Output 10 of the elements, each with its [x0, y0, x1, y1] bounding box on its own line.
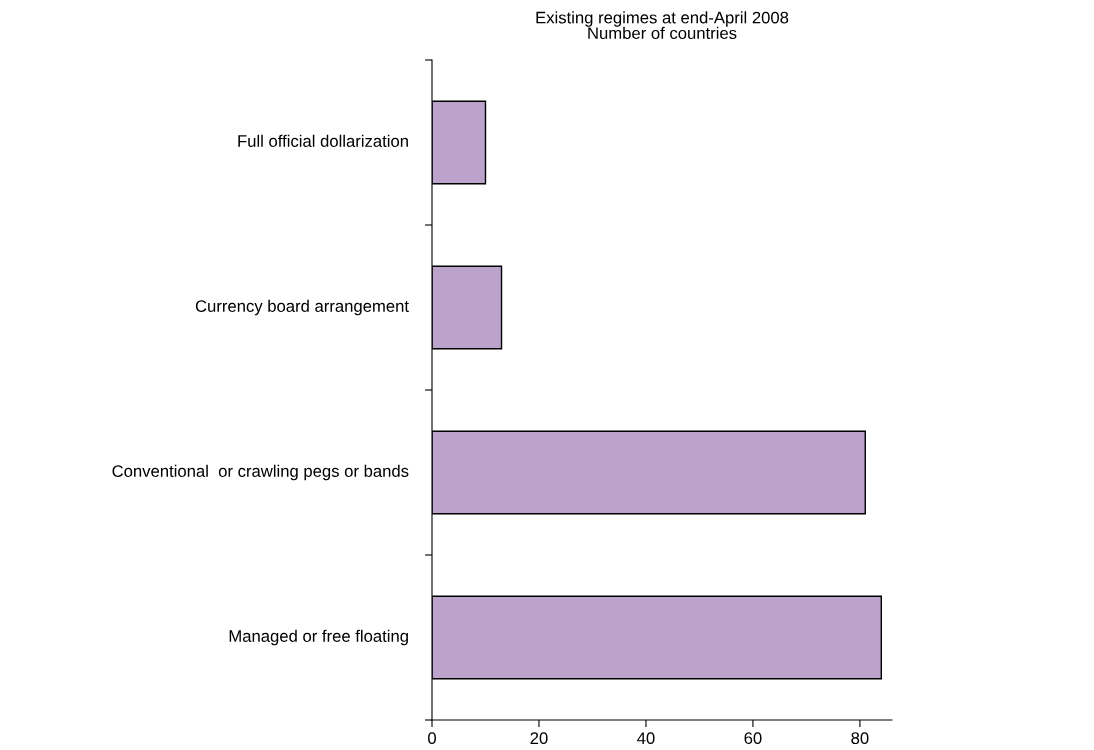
- y-tick-label: Managed or free floating: [229, 629, 408, 646]
- x-tick-label: 20: [530, 732, 548, 745]
- x-tick-label: 80: [851, 732, 869, 745]
- x-tick-label: 40: [637, 732, 655, 745]
- x-tick-label: 60: [744, 732, 762, 745]
- y-tick-label: Full official dollarization: [238, 134, 408, 147]
- chart-title: Existing regimes at end-April 2008 Number of countries: [536, 11, 789, 40]
- x-tick-label: 0: [428, 732, 436, 745]
- y-tick-label: Conventional or crawling pegs or bands: [112, 464, 409, 481]
- y-tick-label: Currency board arrangement: [195, 299, 409, 316]
